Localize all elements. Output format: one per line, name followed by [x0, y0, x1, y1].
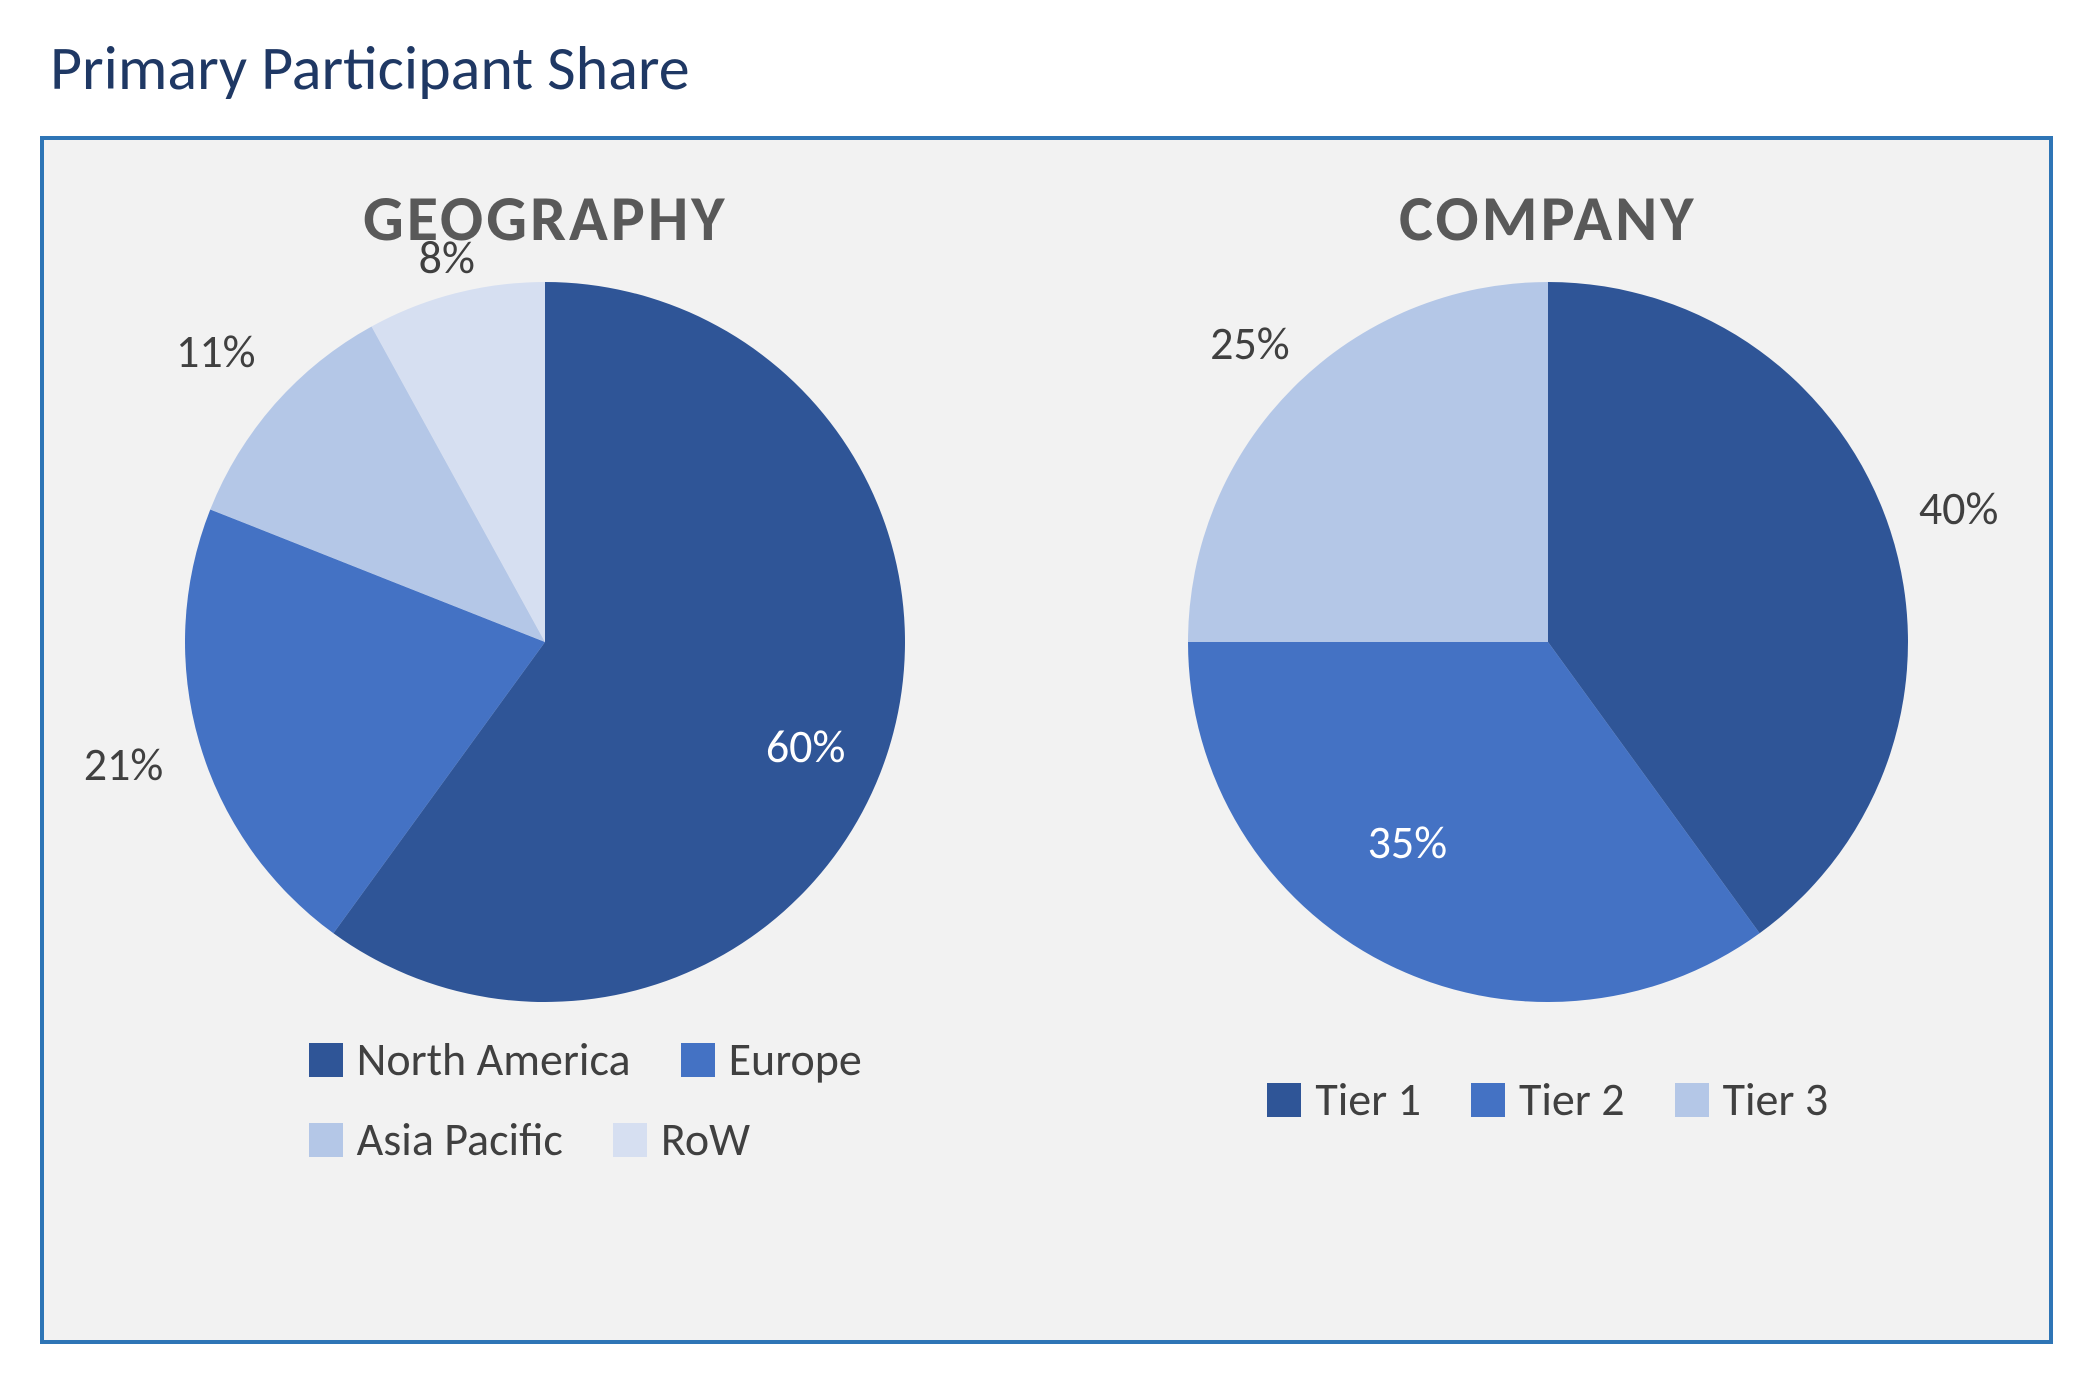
- legend-label: Europe: [729, 1032, 862, 1088]
- legend-row: North America Europe: [309, 1032, 862, 1088]
- page-title: Primary Participant Share: [50, 30, 2095, 106]
- legend-swatch: [1267, 1083, 1301, 1117]
- legend-item: North America: [309, 1032, 631, 1088]
- geography-pie-wrap: 60%21%11%8%: [185, 282, 905, 1002]
- legend-label: RoW: [661, 1112, 750, 1168]
- company-panel: COMPANY 40% 35% 25% Tier 1 Tier 2 Tier 3: [1047, 140, 2050, 1340]
- legend-swatch: [1675, 1083, 1709, 1117]
- legend-item: RoW: [613, 1112, 750, 1168]
- legend-label: North America: [357, 1032, 631, 1088]
- pie-data-label: 25%: [1210, 316, 1290, 372]
- pie-data-label: 60%: [766, 719, 846, 775]
- company-legend: Tier 1 Tier 2 Tier 3: [1267, 1072, 1828, 1152]
- legend-label: Tier 2: [1519, 1072, 1625, 1128]
- legend-swatch: [309, 1123, 343, 1157]
- legend-item: Tier 1: [1267, 1072, 1421, 1128]
- legend-swatch: [681, 1043, 715, 1077]
- legend-item: Asia Pacific: [309, 1112, 563, 1168]
- chart-container: GEOGRAPHY 60%21%11%8% North AmericaEurop…: [40, 136, 2053, 1344]
- pie-data-label: 8%: [419, 230, 475, 286]
- legend-label: Tier 3: [1723, 1072, 1829, 1128]
- legend-item: Europe: [681, 1032, 862, 1088]
- legend-swatch: [1471, 1083, 1505, 1117]
- company-title: COMPANY: [1399, 180, 1697, 258]
- legend-row: Asia Pacific RoW: [309, 1112, 862, 1168]
- geography-pie: [185, 282, 905, 1002]
- legend-row: Tier 1 Tier 2 Tier 3: [1267, 1072, 1828, 1128]
- legend-label: Asia Pacific: [357, 1112, 563, 1168]
- legend-swatch: [613, 1123, 647, 1157]
- company-pie: [1188, 282, 1908, 1002]
- pie-data-label: 11%: [176, 324, 256, 380]
- legend-label: Tier 1: [1315, 1072, 1421, 1128]
- geography-legend: North America Europe Asia Pacific RoW: [229, 1032, 862, 1192]
- geography-panel: GEOGRAPHY 60%21%11%8% North AmericaEurop…: [44, 140, 1047, 1340]
- pie-data-label: 35%: [1368, 815, 1448, 871]
- legend-swatch: [309, 1043, 343, 1077]
- pie-data-label: 40%: [1919, 481, 1999, 537]
- legend-item: Tier 2: [1471, 1072, 1625, 1128]
- pie-data-label: 21%: [84, 737, 164, 793]
- legend-item: Tier 3: [1675, 1072, 1829, 1128]
- company-pie-wrap: 40%35%25%: [1188, 282, 1908, 1002]
